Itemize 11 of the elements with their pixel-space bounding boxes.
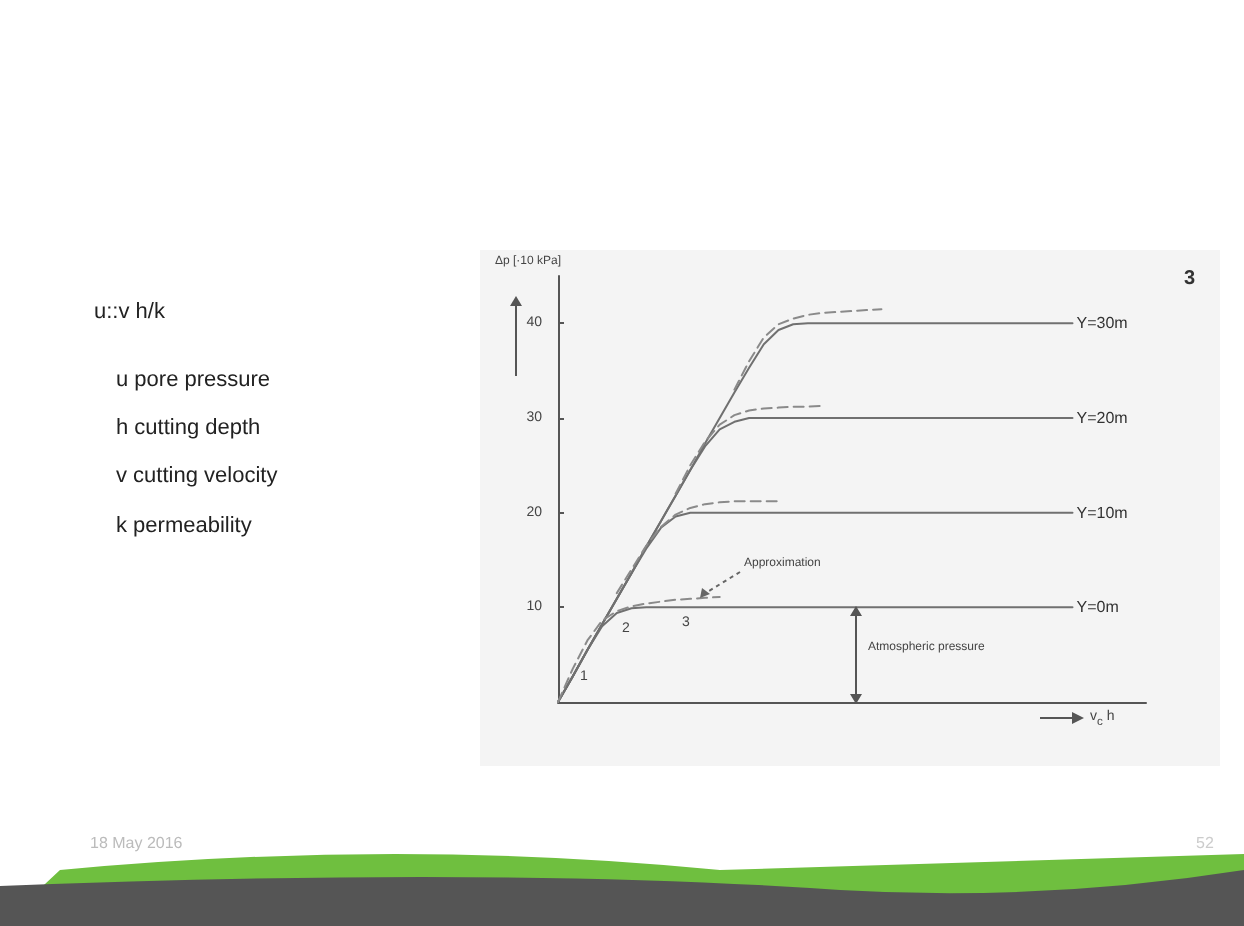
series-label: Y=20m <box>1076 409 1129 427</box>
text: 18 May 2016 <box>90 834 183 854</box>
series-label: Y=0m <box>1076 598 1120 617</box>
series-label: Y=10m <box>1076 503 1129 522</box>
text: h cutting depth <box>116 416 261 441</box>
text: u pore pressure <box>116 368 271 393</box>
text: v cutting velocity <box>116 464 278 489</box>
text: u::v h/k <box>94 300 165 325</box>
text: 3 <box>1184 268 1196 290</box>
series-label: Y=30m <box>1076 314 1129 333</box>
text: k permeability <box>116 514 252 539</box>
